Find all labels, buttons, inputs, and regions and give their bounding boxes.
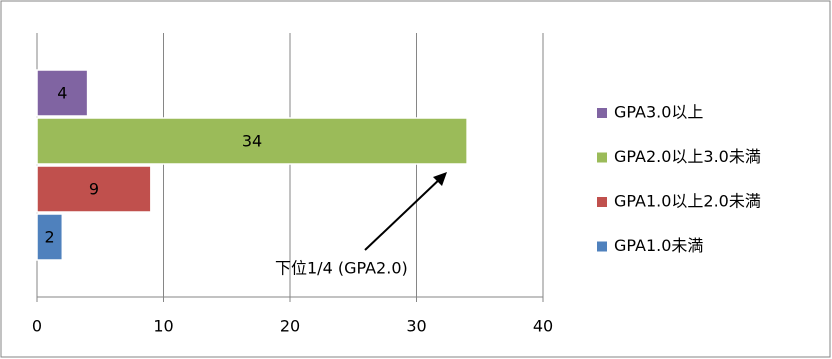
x-tick-label: 0 bbox=[32, 317, 42, 336]
bar bbox=[36, 117, 468, 165]
legend-swatch bbox=[597, 108, 607, 118]
legend-swatch bbox=[597, 241, 607, 252]
x-tick-label: 20 bbox=[280, 317, 300, 336]
data-label: 4 bbox=[57, 84, 67, 103]
legend-label: GPA3.0以上 bbox=[614, 103, 703, 122]
arrow-head bbox=[433, 172, 447, 186]
data-label: 9 bbox=[89, 180, 99, 199]
legend-swatch bbox=[597, 197, 607, 207]
annotation-arrow bbox=[364, 175, 444, 251]
annotation: 下位1/4 (GPA2.0) bbox=[275, 259, 408, 278]
data-label: 34 bbox=[242, 132, 262, 151]
data-label: 2 bbox=[45, 228, 55, 247]
bar bbox=[36, 165, 152, 213]
legend-label: GPA1.0以上2.0未満 bbox=[614, 192, 761, 211]
bar bbox=[36, 69, 89, 117]
legend-label: GPA2.0以上3.0未満 bbox=[614, 147, 761, 166]
legend-swatch bbox=[597, 152, 607, 163]
x-tick-label: 40 bbox=[533, 317, 553, 336]
legend-label: GPA1.0未満 bbox=[614, 236, 703, 255]
bar bbox=[36, 213, 64, 261]
x-tick-label: 30 bbox=[406, 317, 426, 336]
x-tick-label: 10 bbox=[153, 317, 173, 336]
